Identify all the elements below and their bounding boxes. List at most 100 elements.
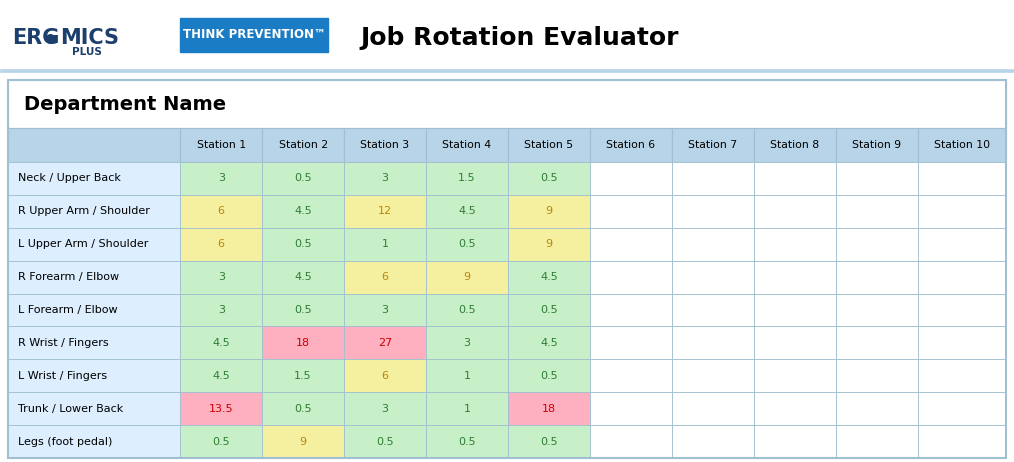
Text: Station 4: Station 4 [442, 140, 492, 150]
Bar [344, 261, 426, 293]
Bar [508, 327, 590, 359]
Bar [180, 293, 263, 327]
Bar [836, 162, 918, 195]
Bar [344, 128, 426, 162]
Bar [426, 425, 508, 458]
Bar [836, 327, 918, 359]
Bar [180, 162, 263, 195]
Bar [8, 80, 1006, 128]
Bar [590, 425, 672, 458]
Bar [8, 359, 180, 392]
Bar [344, 293, 426, 327]
Bar [344, 425, 426, 458]
Bar [672, 228, 753, 261]
Bar [508, 162, 590, 195]
Bar [590, 392, 672, 425]
Bar [8, 392, 180, 425]
Text: 0.5: 0.5 [540, 305, 558, 315]
Text: 4.5: 4.5 [212, 371, 230, 381]
Text: 3: 3 [218, 173, 225, 183]
Text: Station 2: Station 2 [279, 140, 328, 150]
Bar [426, 392, 508, 425]
Bar [426, 195, 508, 228]
Bar [918, 359, 1006, 392]
Bar [263, 327, 344, 359]
Bar [836, 228, 918, 261]
Text: L Upper Arm / Shoulder: L Upper Arm / Shoulder [18, 239, 148, 249]
Bar [180, 425, 263, 458]
Text: 6: 6 [218, 207, 225, 216]
Bar [672, 261, 753, 293]
Text: Legs (foot pedal): Legs (foot pedal) [18, 437, 113, 447]
Bar [508, 228, 590, 261]
Bar [590, 228, 672, 261]
Bar [8, 293, 180, 327]
Text: Station 7: Station 7 [689, 140, 737, 150]
Text: L Forearm / Elbow: L Forearm / Elbow [18, 305, 118, 315]
Text: 18: 18 [541, 404, 556, 413]
Bar [753, 128, 836, 162]
Bar [753, 359, 836, 392]
Bar [918, 327, 1006, 359]
Bar [672, 195, 753, 228]
Bar [0, 0, 1014, 72]
Text: 3: 3 [381, 404, 388, 413]
Bar [426, 359, 508, 392]
Text: 3: 3 [463, 338, 470, 348]
Text: 3: 3 [218, 305, 225, 315]
Text: MICS: MICS [60, 28, 119, 48]
Bar [8, 425, 180, 458]
Text: THINK PREVENTION™: THINK PREVENTION™ [183, 29, 325, 42]
Bar [836, 261, 918, 293]
Bar [8, 327, 180, 359]
Bar [508, 425, 590, 458]
Text: Job Rotation Evaluator: Job Rotation Evaluator [360, 26, 678, 50]
Bar [590, 293, 672, 327]
Bar [8, 128, 180, 162]
Bar [426, 162, 508, 195]
Bar [836, 359, 918, 392]
Bar [836, 425, 918, 458]
Text: Station 5: Station 5 [524, 140, 574, 150]
Bar [0, 69, 1014, 72]
Bar [180, 359, 263, 392]
Bar [753, 293, 836, 327]
Bar [918, 228, 1006, 261]
Bar [590, 162, 672, 195]
Bar [590, 359, 672, 392]
Text: Station 3: Station 3 [361, 140, 410, 150]
Text: Station 8: Station 8 [770, 140, 819, 150]
Bar [8, 80, 1006, 458]
Bar [180, 128, 263, 162]
Bar [426, 327, 508, 359]
Text: 1.5: 1.5 [458, 173, 476, 183]
Bar [263, 128, 344, 162]
Text: 9: 9 [299, 437, 306, 447]
Bar [426, 261, 508, 293]
Bar [590, 327, 672, 359]
Bar [426, 228, 508, 261]
Text: 1: 1 [381, 239, 388, 249]
Text: Station 10: Station 10 [934, 140, 990, 150]
Text: 0.5: 0.5 [540, 173, 558, 183]
Text: 6: 6 [381, 272, 388, 282]
Bar [753, 425, 836, 458]
Bar [918, 162, 1006, 195]
Bar [344, 392, 426, 425]
Bar [753, 327, 836, 359]
Text: 0.5: 0.5 [458, 239, 476, 249]
Bar [180, 327, 263, 359]
Bar [263, 425, 344, 458]
Bar [508, 359, 590, 392]
Text: 0.5: 0.5 [540, 437, 558, 447]
Bar [263, 261, 344, 293]
Text: 0.5: 0.5 [540, 371, 558, 381]
Text: 3: 3 [218, 272, 225, 282]
Text: 0.5: 0.5 [458, 305, 476, 315]
Bar [672, 359, 753, 392]
Text: 0.5: 0.5 [212, 437, 230, 447]
Text: Station 6: Station 6 [606, 140, 655, 150]
Bar [8, 261, 180, 293]
Bar [508, 261, 590, 293]
Text: 1: 1 [463, 404, 470, 413]
